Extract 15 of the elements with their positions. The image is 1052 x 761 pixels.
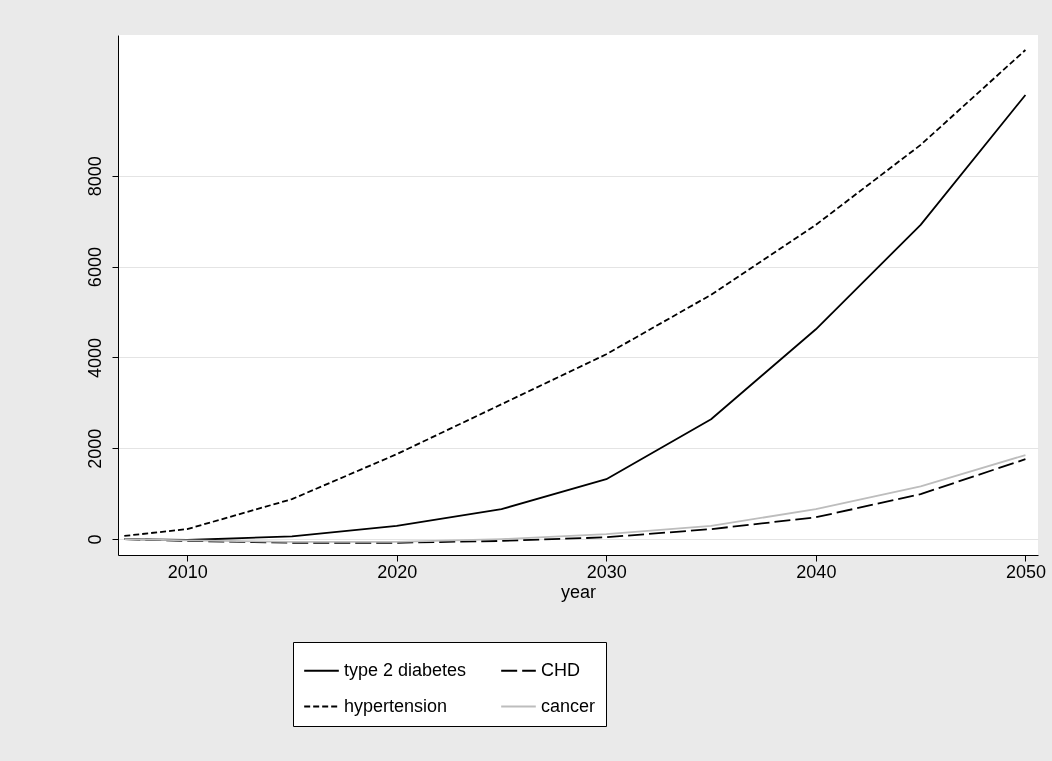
y-tick-label: 4000 bbox=[84, 337, 105, 378]
legend-label: hypertension bbox=[344, 695, 448, 716]
legend-label: type 2 diabetes bbox=[344, 659, 467, 680]
x-tick-label: 2050 bbox=[1005, 561, 1046, 582]
y-tick-label: 8000 bbox=[84, 156, 105, 197]
x-tick-label: 2020 bbox=[377, 561, 418, 582]
y-tick-label: 0 bbox=[84, 534, 105, 545]
x-tick-label: 2030 bbox=[586, 561, 627, 582]
legend-label: CHD bbox=[541, 659, 580, 680]
x-tick-label: 2040 bbox=[796, 561, 837, 582]
y-tick-label: 2000 bbox=[84, 428, 105, 469]
x-tick-label: 2010 bbox=[167, 561, 208, 582]
legend-label: cancer bbox=[541, 695, 596, 716]
y-tick-label: 6000 bbox=[84, 247, 105, 288]
x-axis-title: year bbox=[560, 581, 597, 602]
